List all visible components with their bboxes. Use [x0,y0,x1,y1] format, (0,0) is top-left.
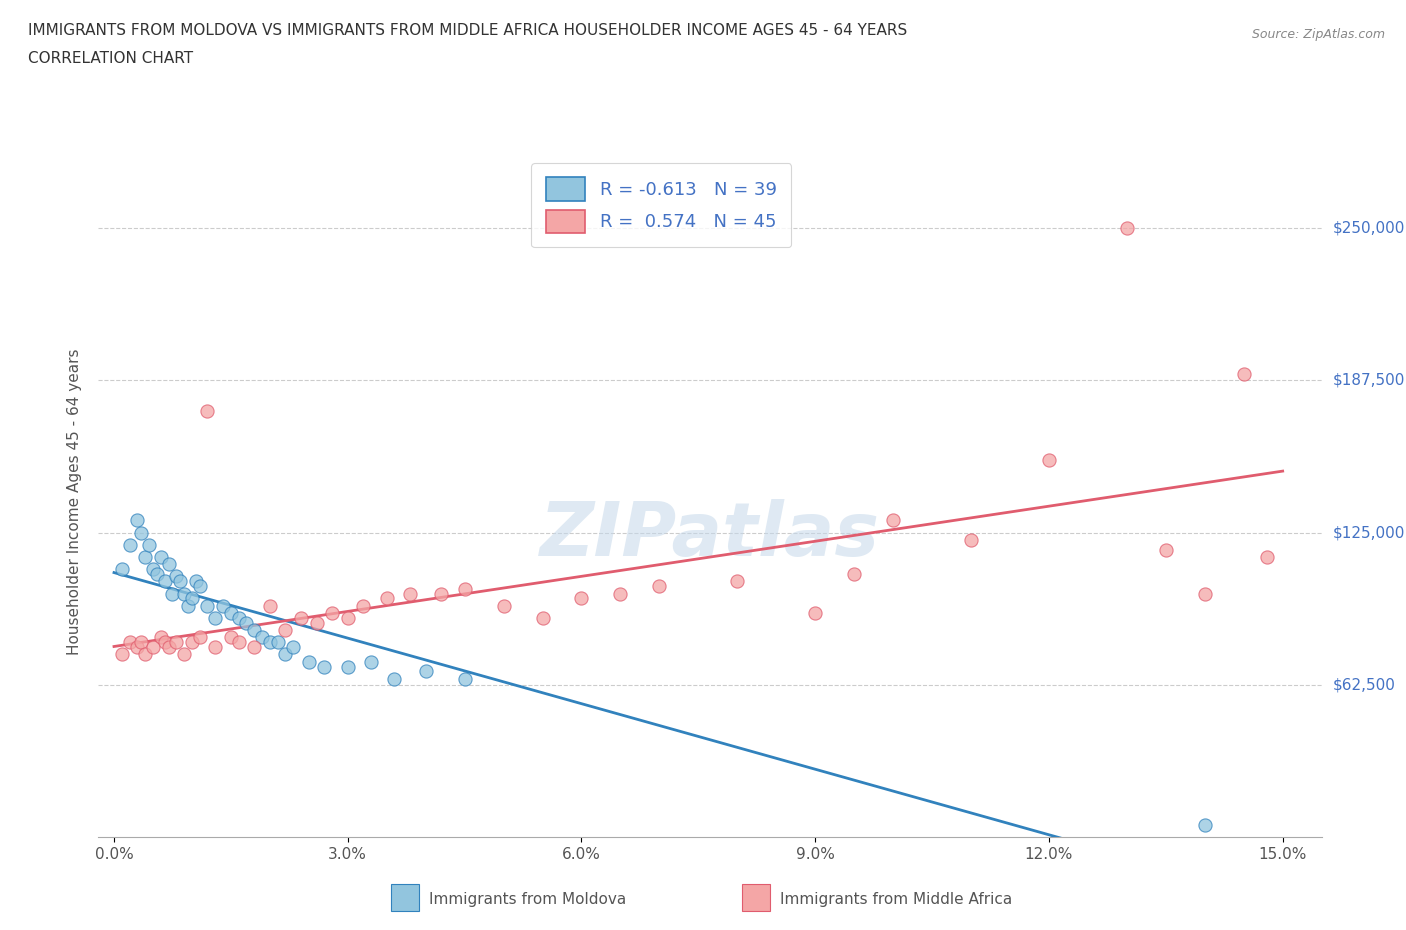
Point [453,671,475,686]
Point [290,610,312,625]
Point [188,630,211,644]
Point [243,622,266,637]
Point [243,640,266,655]
Legend: R = -0.613   N = 39, R =  0.574   N = 45: R = -0.613 N = 39, R = 0.574 N = 45 [531,163,792,247]
Point [173,647,195,662]
Point [283,640,305,655]
Point [1038,452,1060,467]
Point [1154,542,1177,557]
Point [352,598,374,613]
Text: $62,500: $62,500 [1333,677,1396,692]
Point [725,574,748,589]
Point [118,635,141,650]
Point [399,586,422,601]
Text: $187,500: $187,500 [1333,373,1405,388]
Point [1194,817,1216,832]
Text: CORRELATION CHART: CORRELATION CHART [28,51,193,66]
Point [204,640,226,655]
Point [336,659,359,674]
Point [219,605,242,620]
Point [266,635,288,650]
Point [1194,586,1216,601]
Point [111,647,134,662]
Point [184,574,207,589]
Point [430,586,453,601]
Point [492,598,515,613]
Point [384,671,406,686]
Point [127,640,149,655]
Point [188,578,211,593]
Text: $125,000: $125,000 [1333,525,1405,540]
Point [165,635,187,650]
Point [173,586,195,601]
Point [138,538,160,552]
Point [129,635,152,650]
Text: IMMIGRANTS FROM MOLDOVA VS IMMIGRANTS FROM MIDDLE AFRICA HOUSEHOLDER INCOME AGES: IMMIGRANTS FROM MOLDOVA VS IMMIGRANTS FR… [28,23,907,38]
Point [127,513,149,528]
Point [360,654,382,669]
Point [142,640,165,655]
Point [609,586,631,601]
Point [259,635,281,650]
Point [153,635,176,650]
Text: Source: ZipAtlas.com: Source: ZipAtlas.com [1251,28,1385,41]
Point [259,598,281,613]
Point [844,566,866,581]
Point [180,591,202,605]
Point [228,610,250,625]
Point [157,640,180,655]
Point [274,647,297,662]
Point [197,598,219,613]
Point [228,635,250,650]
Point [250,630,273,644]
Text: ZIPatlas: ZIPatlas [540,499,880,572]
Point [169,574,191,589]
Point [134,550,156,565]
Point [165,569,187,584]
Point [157,557,180,572]
Point [129,525,152,540]
Point [531,610,554,625]
Point [197,404,219,418]
Point [321,605,343,620]
Point [882,513,904,528]
Point [415,664,437,679]
Point [1115,220,1137,235]
Point [219,630,242,644]
Point [149,550,172,565]
Point [162,586,184,601]
Point [298,654,321,669]
Point [336,610,359,625]
Text: Immigrants from Middle Africa: Immigrants from Middle Africa [780,892,1012,907]
Point [1233,367,1256,382]
Point [648,578,671,593]
Point [118,538,141,552]
Point [235,616,257,631]
Point [314,659,336,674]
Point [274,622,297,637]
Point [146,566,169,581]
Point [111,562,134,577]
Point [153,574,176,589]
Point [1256,550,1278,565]
Text: $250,000: $250,000 [1333,220,1405,236]
Point [204,610,226,625]
Point [453,581,475,596]
Point [305,616,328,631]
Point [375,591,398,605]
Point [134,647,156,662]
Y-axis label: Householder Income Ages 45 - 64 years: Householder Income Ages 45 - 64 years [67,349,83,656]
Point [180,635,202,650]
Point [177,598,200,613]
Text: Immigrants from Moldova: Immigrants from Moldova [429,892,626,907]
Point [142,562,165,577]
Point [571,591,593,605]
Point [212,598,235,613]
Point [960,533,983,548]
Point [149,630,172,644]
Point [804,605,827,620]
